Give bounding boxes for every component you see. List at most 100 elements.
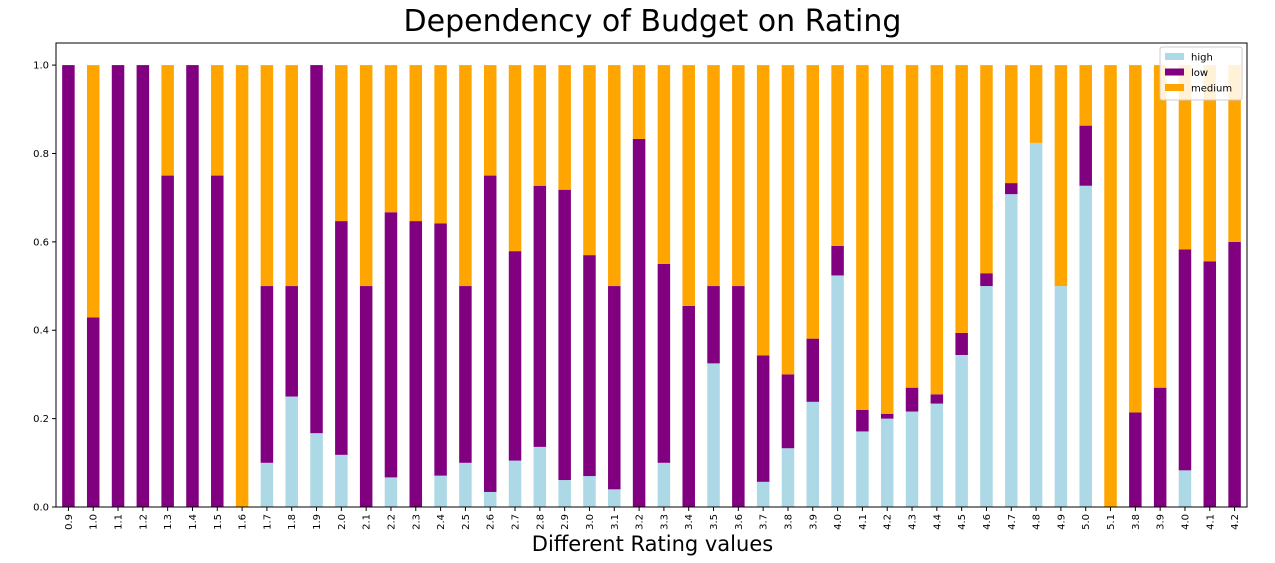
bar-medium-4.0	[831, 65, 844, 246]
bar-low-4.7	[1005, 183, 1018, 195]
x-tick-label: 2.6	[486, 514, 497, 530]
x-tick-label: 2.4	[436, 514, 447, 530]
bar-high-3.9	[806, 401, 820, 507]
bar-low-3.5	[707, 286, 720, 364]
bar-low-0.9	[62, 65, 75, 507]
bar-medium-3.8	[781, 65, 795, 375]
bar-high-3.5	[707, 363, 720, 507]
bar-high-2.9	[558, 480, 571, 507]
bar-high-2.7	[508, 460, 522, 507]
bar-medium-2.9	[558, 65, 571, 190]
x-tick-label: 0.9	[64, 514, 75, 530]
legend: high low medium	[1159, 46, 1243, 101]
bar-low-2.8	[533, 185, 547, 447]
bar-medium-4.7	[1005, 65, 1018, 184]
bar-low-1.9	[310, 65, 323, 434]
x-tick-label: 3.7	[759, 514, 770, 530]
bar-low-1.0	[86, 317, 100, 507]
bar-medium-3.4	[682, 65, 695, 306]
bar-medium-3.5	[707, 65, 720, 287]
bar-low-1.5	[211, 175, 224, 508]
x-tick-label: 2.5	[461, 514, 472, 530]
x-tick-label: 1.7	[262, 514, 273, 530]
x-tick-label: 4.0	[833, 514, 844, 530]
y-tick-label: 0.4	[33, 326, 49, 337]
bar-high-3.8	[781, 448, 795, 507]
x-tick-label: 3.8	[1131, 514, 1142, 530]
bar-medium-2.1	[359, 65, 373, 287]
bar-low-4.6	[980, 273, 993, 287]
bar-high-4.9	[1054, 286, 1068, 507]
x-tick-label: 4.1	[1205, 514, 1216, 530]
bar-low-2.4	[434, 223, 447, 476]
x-tick-label: 2.1	[362, 514, 373, 530]
bar-high-4.7	[1005, 194, 1018, 508]
bar-medium-2.8	[533, 65, 547, 186]
x-tick-label: 1.6	[238, 514, 249, 530]
bar-medium-3.9	[806, 65, 820, 339]
bar-high-2.8	[533, 446, 547, 507]
x-axis-label: Different Rating values	[531, 532, 774, 556]
bar-high-5.0	[1079, 185, 1092, 508]
x-tick-label: 4.2	[883, 514, 894, 530]
bar-medium-4.3	[905, 65, 919, 388]
x-tick-label: 2.9	[560, 514, 571, 530]
x-tick-label: 1.1	[114, 514, 125, 530]
bar-high-3.1	[608, 489, 621, 507]
bar-medium-3.8	[1129, 65, 1142, 413]
bar-medium-4.4	[930, 65, 944, 395]
x-tick-label: 3.3	[659, 514, 670, 530]
x-tick-label: 1.5	[213, 514, 224, 530]
bar-low-5.0	[1079, 125, 1092, 186]
x-tick-label: 4.9	[1056, 514, 1067, 530]
plot-frame	[55, 42, 1248, 508]
x-tick-label: 3.6	[734, 514, 745, 530]
bar-medium-3.2	[632, 65, 646, 139]
x-tick-label: 4.0	[1180, 514, 1191, 530]
bar-low-4.1	[856, 409, 869, 432]
y-tick-label: 1.0	[33, 61, 49, 72]
x-tick-label: 2.7	[511, 514, 522, 530]
bar-low-2.7	[508, 251, 522, 461]
bar-high-4.4	[930, 403, 944, 507]
bar-high-2.0	[335, 454, 348, 507]
bar-medium-2.5	[459, 65, 472, 287]
bar-low-4.2	[1228, 241, 1241, 507]
legend-swatch-low	[1165, 68, 1184, 76]
bar-high-4.8	[1029, 142, 1043, 507]
bar-high-4.6	[980, 286, 993, 507]
bar-low-4.5	[955, 332, 968, 355]
x-tick-label: 2.8	[535, 514, 546, 530]
legend-label-low: low	[1191, 68, 1208, 79]
bar-medium-2.4	[434, 65, 447, 224]
bar-low-3.8	[1129, 412, 1142, 507]
bar-high-4.2	[880, 418, 894, 507]
x-tick-label: 5.1	[1106, 514, 1117, 530]
x-tick-label: 3.4	[684, 514, 695, 530]
x-tick-label: 4.7	[1007, 514, 1018, 530]
bar-high-4.1	[856, 431, 869, 507]
bar-low-3.8	[781, 374, 795, 449]
bar-low-2.6	[483, 175, 497, 492]
x-tick-label: 1.8	[287, 514, 298, 530]
bar-medium-1.8	[285, 65, 298, 287]
bar-medium-1.5	[211, 65, 224, 176]
bar-medium-3.1	[608, 65, 621, 287]
bar-medium-4.5	[955, 65, 968, 333]
x-tick-label: 1.3	[163, 514, 174, 530]
bar-medium-2.6	[483, 65, 497, 176]
bar-low-2.1	[359, 286, 373, 507]
x-tick-label: 1.0	[89, 514, 100, 530]
bar-low-1.7	[260, 286, 274, 463]
bar-medium-4.9	[1054, 65, 1068, 287]
bar-low-4.0	[831, 245, 844, 276]
bar-low-2.2	[384, 212, 398, 478]
bar-low-4.4	[930, 394, 944, 404]
bar-medium-1.6	[235, 65, 249, 507]
bar-high-3.7	[756, 481, 770, 507]
bar-low-3.2	[632, 138, 646, 508]
bar-low-3.9	[806, 338, 820, 402]
x-tick-label: 4.2	[1230, 514, 1241, 530]
bar-high-2.5	[459, 462, 472, 507]
y-tick-label: 0.2	[33, 414, 49, 425]
